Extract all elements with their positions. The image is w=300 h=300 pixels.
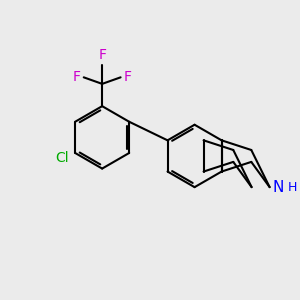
Text: F: F: [124, 70, 132, 84]
Text: Cl: Cl: [55, 151, 69, 165]
Text: F: F: [98, 49, 106, 62]
Text: F: F: [73, 70, 81, 84]
Text: N: N: [272, 180, 284, 195]
Text: H: H: [287, 181, 297, 194]
